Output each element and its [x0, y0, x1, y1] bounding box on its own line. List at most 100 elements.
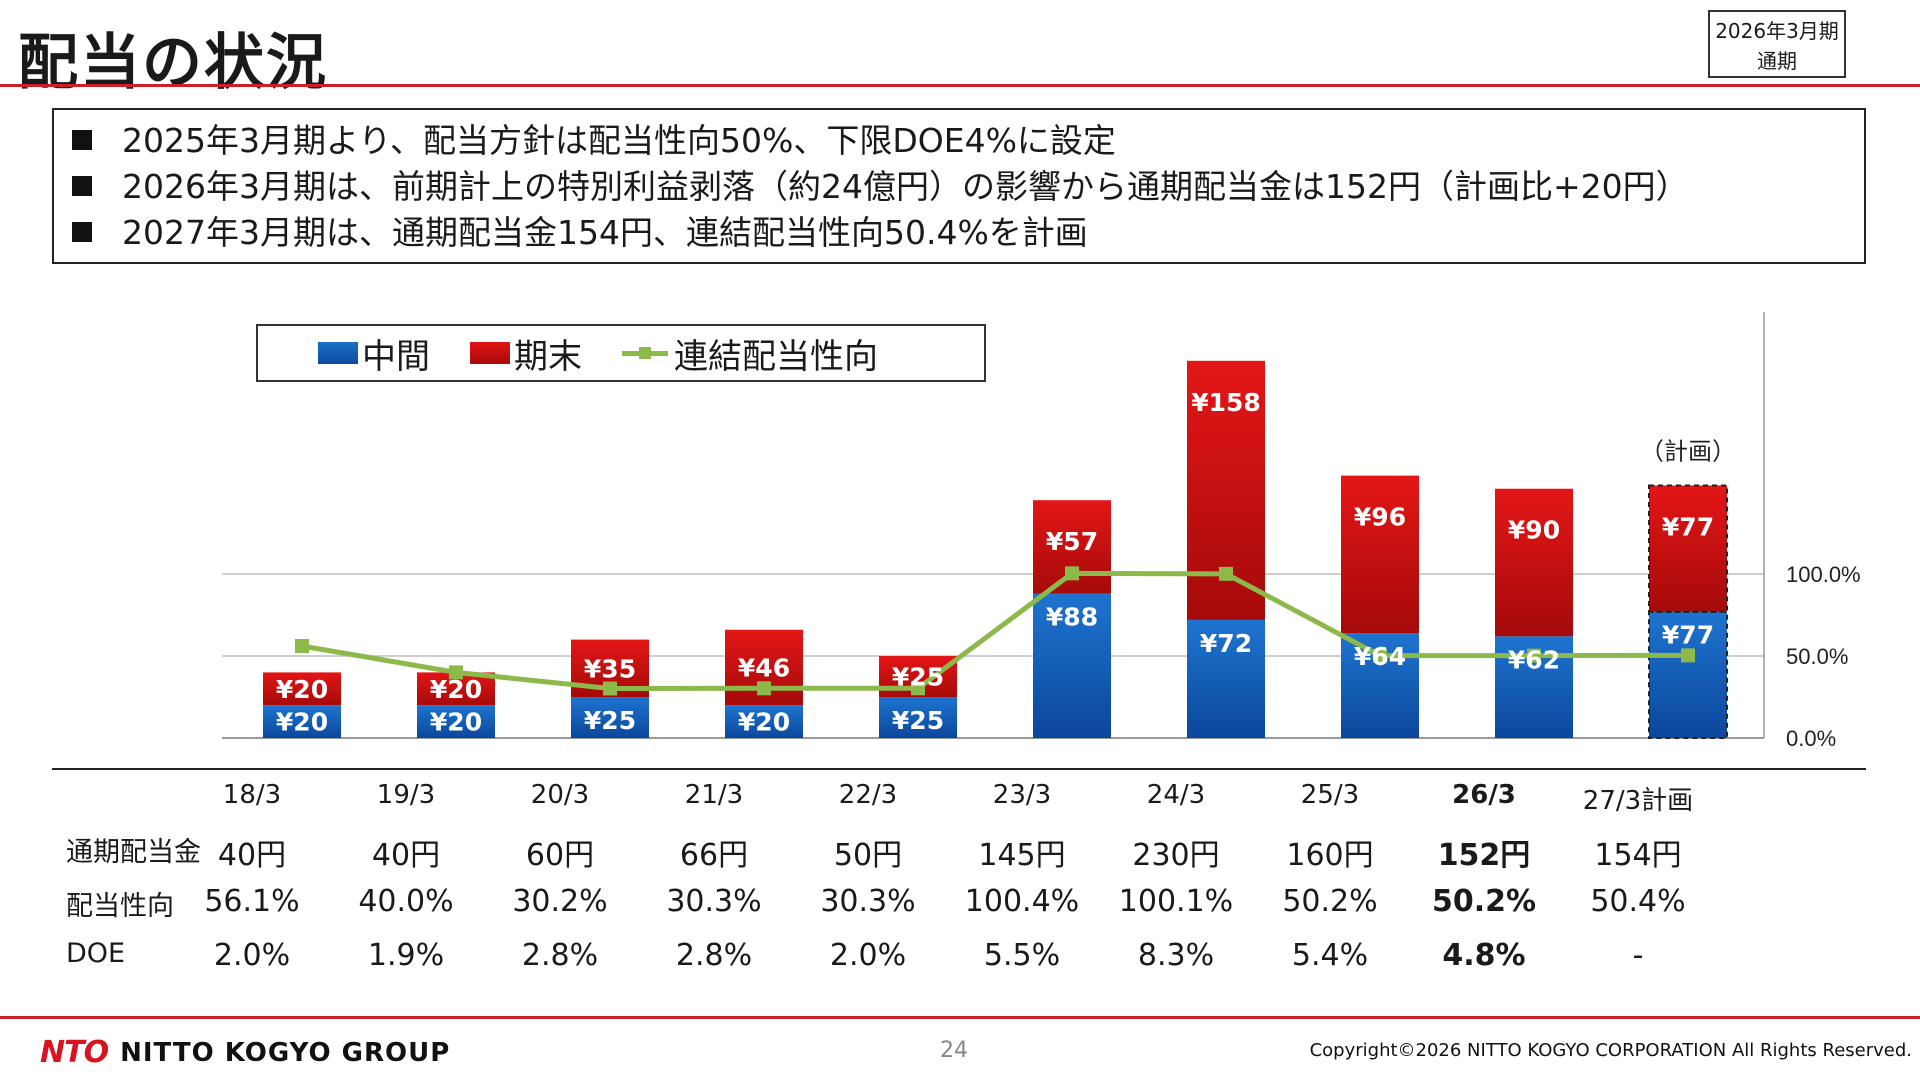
- table-cell: 50円: [833, 838, 903, 873]
- table-header-cell: 27/3計画: [1582, 786, 1694, 816]
- legend-item-interim: 中間: [318, 329, 430, 378]
- title-rule: [0, 84, 1920, 87]
- table-cell: 145円: [978, 838, 1066, 873]
- bar-label-interim: ¥25: [584, 706, 636, 735]
- bar-interim: [263, 705, 341, 738]
- bar-year-end: [1341, 475, 1419, 634]
- bar-label-interim: ¥20: [738, 708, 790, 737]
- chart-legend: 中間 期末 連結配当性向: [256, 324, 986, 382]
- legend-item-year-end: 期末: [470, 329, 582, 378]
- legend-label: 期末: [514, 336, 582, 377]
- table-cell: 50.2%: [1431, 884, 1537, 919]
- table-cell: 2.8%: [521, 938, 599, 973]
- table-cell: -: [1632, 938, 1644, 973]
- table-cell: 40円: [371, 838, 441, 873]
- payout-ratio-point: [295, 638, 309, 653]
- payout-ratio-point: [1065, 566, 1079, 581]
- payout-ratio-point: [1527, 648, 1541, 663]
- right-axis-tick-label: 50.0%: [1786, 644, 1848, 669]
- legend-swatch-blue: [318, 342, 358, 364]
- bar-label-year-end: ¥35: [584, 654, 636, 683]
- bar-label-interim: ¥64: [1354, 642, 1406, 671]
- table-cell: 2.8%: [675, 938, 753, 973]
- legend-item-payout-ratio: 連結配当性向: [622, 329, 878, 378]
- table-cell: 100.4%: [964, 884, 1080, 919]
- square-bullet-icon: [72, 222, 92, 242]
- table-row-label: 通期配当金: [66, 837, 201, 868]
- payout-ratio-point: [1681, 648, 1695, 663]
- table-cell: 40円: [217, 838, 287, 873]
- table-cell: 152円: [1437, 838, 1531, 873]
- table-cell: 8.3%: [1137, 938, 1215, 973]
- table-header-cell: 21/3: [684, 780, 744, 810]
- footer-rule: [0, 1016, 1920, 1019]
- table-cell: 160円: [1286, 838, 1374, 873]
- legend-line-marker-icon: [622, 342, 668, 364]
- bar-label-year-end: ¥46: [738, 653, 790, 682]
- table-cell: 66円: [679, 838, 749, 873]
- logo-text: NITTO KOGYO GROUP: [120, 1037, 451, 1068]
- legend-label: 連結配当性向: [674, 336, 878, 377]
- table-top-rule: [52, 768, 1866, 770]
- table-cell: 50.4%: [1590, 884, 1686, 919]
- table-row-label: DOE: [66, 938, 126, 969]
- table-row: 通期配当金 40円 40円 60円 66円 50円 145円 230円 160円 152円 154円: [52, 822, 1866, 874]
- copyright: Copyright©2026 NITTO KOGYO CORPORATION A…: [1309, 1040, 1912, 1061]
- bar-label-year-end: ¥20: [276, 675, 328, 704]
- table-cell: 30.3%: [666, 884, 762, 919]
- bar-label-interim: ¥77: [1662, 621, 1714, 650]
- bar-interim: [417, 705, 495, 738]
- page-number: 24: [940, 1038, 968, 1063]
- bar-label-interim: ¥20: [276, 708, 328, 737]
- table-cell: 5.4%: [1291, 938, 1369, 973]
- bar-label-interim: ¥62: [1508, 645, 1560, 674]
- payout-ratio-point: [1373, 648, 1387, 663]
- table-cell: 30.3%: [820, 884, 916, 919]
- table-header-cell: 22/3: [838, 780, 898, 810]
- bar-label-interim: ¥20: [430, 708, 482, 737]
- right-axis-tick-label: 100.0%: [1786, 562, 1861, 587]
- bar-interim: [1648, 610, 1728, 739]
- table-header-cell: 20/3: [530, 780, 590, 810]
- bar-interim: [571, 697, 649, 738]
- table-cell: 50.2%: [1282, 884, 1378, 919]
- company-logo: NTO NITTO KOGYO GROUP: [40, 1035, 450, 1070]
- summary-item: 2025年3月期より、配当方針は配当性向50%、下限DOE4%に設定: [72, 118, 1864, 164]
- table-cell: 56.1%: [204, 884, 300, 919]
- bar-label-year-end: ¥77: [1662, 512, 1714, 541]
- period-badge: 2026年3月期 通期: [1708, 10, 1846, 78]
- legend-swatch-red: [470, 342, 510, 364]
- table-cell: 230円: [1132, 838, 1220, 873]
- table-row: DOE 2.0% 1.9% 2.8% 2.8% 2.0% 5.5% 8.3% 5.4% 4.8% -: [52, 930, 1866, 982]
- table-row-label: 配当性向: [66, 891, 174, 922]
- summary-item-text: 2027年3月期は、通期配当金154円、連結配当性向50.4%を計画: [122, 213, 1088, 252]
- table-cell: 5.5%: [983, 938, 1061, 973]
- table-header-cell: 25/3: [1300, 780, 1360, 810]
- square-bullet-icon: [72, 130, 92, 150]
- table-header-cell: 19/3: [376, 780, 436, 810]
- payout-ratio-point: [449, 665, 463, 680]
- payout-ratio-line: [301, 570, 1689, 691]
- table-header-cell: 23/3: [992, 780, 1052, 810]
- bar-interim: [879, 697, 957, 738]
- table-cell: 1.9%: [367, 938, 445, 973]
- bar-label-interim: ¥88: [1046, 603, 1098, 632]
- bar-label-year-end: ¥20: [430, 675, 482, 704]
- bar-year-end: [1495, 488, 1573, 637]
- bar-interim: [1033, 593, 1111, 738]
- summary-item: 2026年3月期は、前期計上の特別利益剥落（約24億円）の影響から通期配当金は1…: [72, 164, 1864, 210]
- bar-interim: [1187, 619, 1265, 738]
- table-header-cell: 26/3: [1452, 780, 1516, 810]
- table-cell: 30.2%: [512, 884, 608, 919]
- table-header-row: 18/3 19/3 20/3 21/3 22/3 23/3 24/3 25/3 26/3 27/3…: [52, 770, 1866, 822]
- period-badge-line2: 通期: [1757, 49, 1797, 73]
- bar-interim: [725, 705, 803, 738]
- table-cell: 4.8%: [1442, 938, 1526, 973]
- bar-year-end: [1648, 484, 1728, 613]
- table-cell: 40.0%: [358, 884, 454, 919]
- payout-ratio-point: [1219, 566, 1233, 581]
- table-header-cell: 24/3: [1146, 780, 1206, 810]
- logo-mark: NTO: [40, 1035, 109, 1070]
- bar-year-end: [263, 672, 341, 706]
- bar-label-interim: ¥72: [1200, 629, 1252, 658]
